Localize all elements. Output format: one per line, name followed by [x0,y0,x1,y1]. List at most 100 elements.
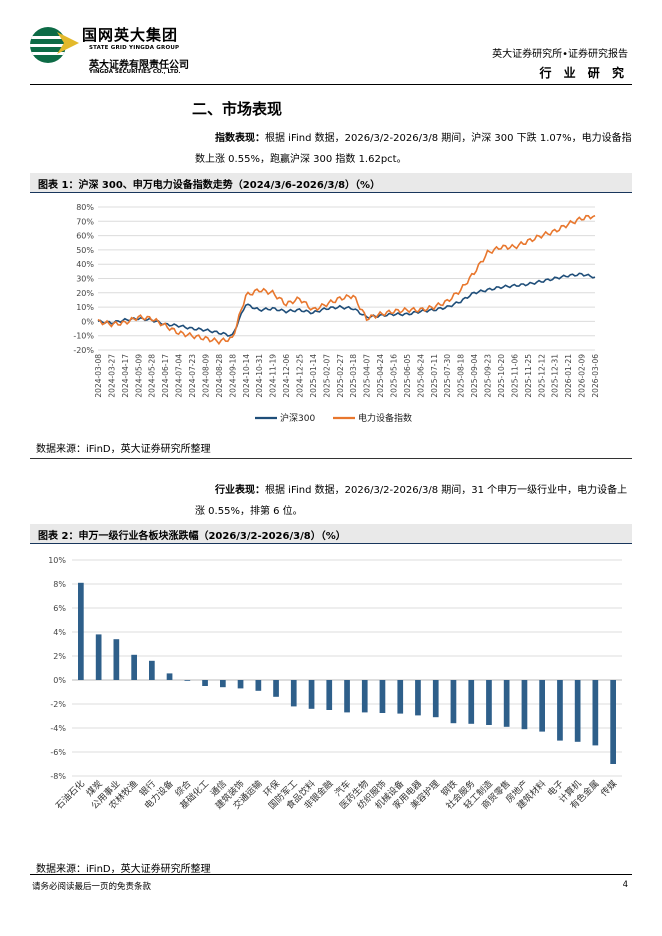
bar [432,680,439,718]
x-tick-label: 2025-01-14 [309,354,318,398]
bar [486,680,492,725]
x-tick-label: 2026-02-09 [578,354,587,398]
figure-1-source: 数据来源：iFinD，英大证券研究所整理 [36,444,211,455]
series-line [97,214,596,346]
x-tick-label: 2025-04-07 [363,354,372,398]
y-tick-label: 0% [81,317,94,326]
x-tick-label: 2024-06-17 [161,354,170,398]
bar [592,680,599,746]
x-tick-label: 2025-05-16 [390,354,399,398]
bar [397,680,404,714]
x-tick-label: 2024-10-14 [242,354,251,398]
figure-1-title-bar: 图表 1：沪深 300、申万电力设备指数走势（2024/3/6-2026/3/8… [30,173,632,193]
x-tick-label: 2025-06-05 [403,354,412,398]
x-tick-label: 2025-03-18 [349,354,358,398]
x-tick-label: 2024-03-27 [107,354,116,398]
paragraph-industry-performance: 行业表现：根据 iFind 数据，2026/3/2-2026/3/8 期间，31… [195,480,635,522]
x-tick-label: 2025-12-12 [537,354,546,398]
x-tick-label: 2025-09-23 [484,354,493,398]
x-tick-label: 2025-11-25 [524,354,533,398]
y-tick-label: 50% [76,246,94,255]
x-tick-label: 2024-04-17 [121,354,130,398]
x-tick-label: 2025-07-30 [443,354,452,398]
figure-1-title: 图表 1：沪深 300、申万电力设备指数走势（2024/3/6-2026/3/8… [38,180,381,191]
x-tick-label: 2025-02-27 [336,354,345,398]
bar [503,680,510,727]
x-tick-label: 2025-11-06 [510,354,519,398]
line-chart: -20% -10% 0% 10% 20% 30% 40% 50% 60% 70% 80% 2024-0… [73,203,600,424]
paragraph-label: 指数表现： [215,133,265,144]
logo-globe-icon [30,27,66,63]
x-tick-label: 2025-04-24 [376,354,385,398]
header-divider [30,84,632,85]
x-tick-label: 2024-05-28 [148,354,157,398]
y-tick-label: 80% [76,203,94,212]
bar [574,680,581,742]
x-tick-label: 石油石化 [53,778,87,812]
x-tick-label: 2024-07-04 [175,354,184,398]
y-tick-label: 2% [53,652,66,661]
x-tick-label: 2025-02-07 [322,354,331,398]
bar [113,639,120,680]
paragraph-index-performance: 指数表现：根据 iFind 数据，2026/3/2-2026/3/8 期间，沪深… [195,128,635,170]
subsidiary-name-en: YINGDA SECURITIES CO., LTD. [89,69,181,75]
bar [131,654,137,680]
bar [273,680,279,697]
y-tick-label: 8% [53,580,66,589]
subsidiary-name-cn: 英大证券有限责任公司 [89,60,189,71]
y-tick-label: 30% [76,275,94,284]
bar [184,680,191,681]
x-tick-label: 2024-12-25 [295,354,304,398]
y-tick-label: -6% [50,748,66,757]
logo-arrow-icon [57,32,79,54]
bar [308,680,315,709]
y-tick-label: -8% [50,772,66,781]
bar [610,680,616,764]
x-tick-label: 2024-08-28 [215,354,224,398]
x-tick-label: 2026-01-21 [564,354,573,398]
bar [379,680,386,713]
bar [344,680,350,713]
section-title: 二、市场表现 [192,100,283,118]
x-tick-label: 传媒 [598,778,619,799]
paragraph-text: 根据 iFind 数据，2026/3/2-2026/3/8 期间，31 个申万一… [195,485,628,517]
y-tick-label: 0% [53,676,66,685]
y-tick-label: 20% [76,289,94,298]
y-tick-label: 4% [53,628,66,637]
x-tick-label: 2024-07-23 [188,354,197,398]
bar [326,680,333,710]
y-tick-label: 10% [76,303,94,312]
bar [290,680,297,707]
legend-label: 电力设备指数 [358,412,412,424]
x-tick-label: 2025-06-24 [416,354,425,398]
bar [166,673,173,680]
y-tick-label: -20% [73,346,94,355]
y-tick-label: 40% [76,260,94,269]
report-category: 行 业 研 究 [539,66,628,80]
bar-chart: -8%-6%-4%-2%0%2%4%6%8%10%石油石化煤炭公用事业农林牧渔银… [48,556,622,812]
bar [557,680,563,741]
x-tick-label: 2025-09-04 [470,354,479,398]
bar [202,680,208,686]
y-tick-label: 70% [76,217,94,226]
bar [521,680,528,730]
bar [468,680,475,724]
bar [361,680,368,713]
bar [539,680,545,732]
footer-disclaimer: 请务必阅读最后一页的免责条款 [32,882,152,892]
paragraph-label: 行业表现： [215,485,265,496]
figure-2-title: 图表 2：申万一级行业各板块涨跌幅（2026/3/2-2026/3/8）（%） [38,531,346,542]
x-tick-label: 2024-09-18 [228,354,237,398]
x-tick-label: 2024-11-19 [269,354,278,398]
figure-2-title-bar: 图表 2：申万一级行业各板块涨跌幅（2026/3/2-2026/3/8）（%） [30,524,632,544]
x-tick-label: 2024-10-31 [255,354,264,398]
bar [237,680,244,689]
figure-2-source: 数据来源：iFinD，英大证券研究所整理 [36,864,211,875]
x-tick-label: 2025-12-31 [551,354,560,398]
bar [255,680,262,691]
source-divider [30,458,632,459]
bar [95,634,102,680]
x-tick-label: 2024-05-09 [134,354,143,398]
bar [220,680,226,688]
x-tick-label: 2026-03-06 [591,354,600,398]
